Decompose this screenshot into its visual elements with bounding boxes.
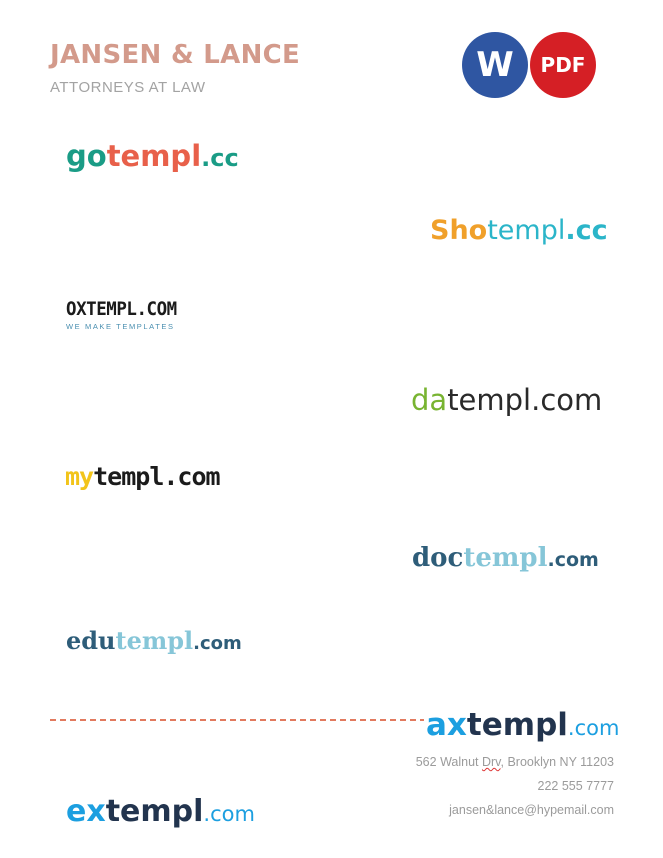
logo-extempl-part2: templ [105, 794, 204, 829]
logo-shotempl-part2: templ [487, 215, 566, 246]
logo-mytempl-part2: templ.com [93, 462, 220, 491]
logo-oxtempl-tagline: WE MAKE TEMPLATES [66, 322, 175, 331]
logo-shotempl-part1: Sho [430, 215, 488, 246]
logo-extempl-part3: .com [203, 802, 255, 826]
logo-gotempl-part1: go [66, 139, 107, 173]
logo-doctempl: doctempl.com [412, 545, 599, 571]
logo-doctempl-part3: .com [547, 549, 599, 571]
logo-shotempl-part3: .cc [565, 215, 608, 246]
pdf-badge-label: PDF [540, 53, 586, 77]
logo-edutempl-part1: edu [66, 626, 116, 655]
logo-extempl: extempl.com [66, 797, 255, 827]
logo-edutempl-part2: templ [115, 626, 194, 655]
word-badge-label: W [476, 45, 514, 85]
address-part1: 562 Walnut [415, 755, 482, 769]
logo-axtempl-part2: templ [466, 707, 568, 743]
firm-subtitle: ATTORNEYS AT LAW [50, 79, 206, 96]
logo-datempl-part2: templ.com [447, 383, 603, 417]
logo-gotempl-part2: templ [106, 139, 202, 173]
address-part2: , Brooklyn NY 11203 [500, 755, 615, 769]
footer-address: 562 Walnut Drv, Brooklyn NY 11203 [416, 755, 614, 769]
word-download-badge[interactable]: W [462, 32, 528, 98]
logo-oxtempl: OXTEMPL.COM WE MAKE TEMPLATES [66, 298, 186, 332]
logo-gotempl-part3: .cc [201, 144, 239, 172]
logo-mytempl: mytempl.com [65, 462, 221, 491]
footer-email: jansen&lance@hypemail.com [449, 803, 614, 817]
logo-doctempl-part2: templ [463, 543, 548, 573]
logo-oxtempl-main: OXTEMPL.COM [66, 298, 177, 320]
logo-edutempl-part3: .com [193, 633, 242, 654]
logo-datempl-part1: da [411, 383, 448, 417]
logo-axtempl: axtempl.com [424, 707, 622, 743]
logo-shotempl: Shotempl.cc [430, 217, 608, 244]
logo-edutempl: edutempl.com [66, 629, 242, 653]
footer-divider [50, 719, 616, 721]
logo-axtempl-part3: .com [567, 716, 620, 740]
logo-mytempl-part1: my [65, 462, 94, 491]
address-misspelled-word: Drv [481, 755, 501, 769]
logo-datempl: datempl.com [411, 386, 602, 415]
logo-doctempl-part1: doc [412, 543, 464, 573]
logo-gotempl: gotempl.cc [66, 142, 239, 171]
footer-phone: 222 555 7777 [537, 779, 614, 793]
pdf-download-badge[interactable]: PDF [530, 32, 596, 98]
logo-axtempl-part1: ax [426, 707, 467, 743]
logo-extempl-part1: ex [66, 794, 106, 829]
firm-name: JANSEN & LANCE [50, 40, 301, 70]
